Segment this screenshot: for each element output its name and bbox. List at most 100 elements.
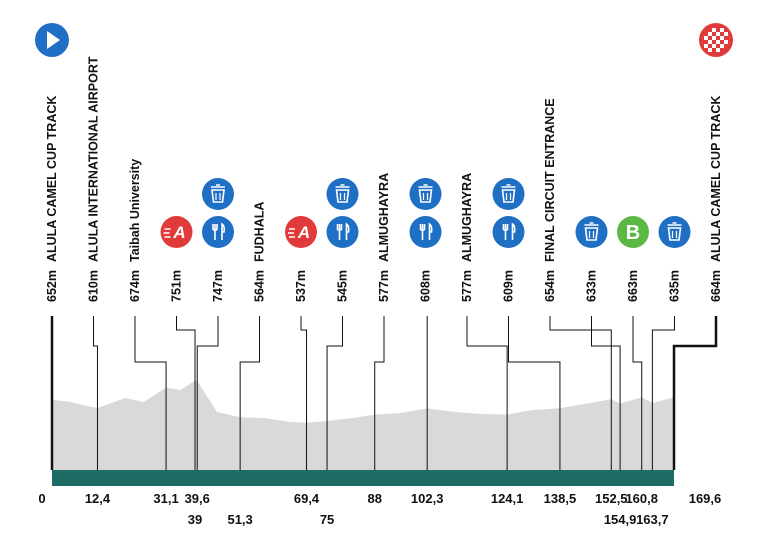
play-icon: [35, 23, 69, 57]
point-label-13: 633m: [585, 270, 599, 302]
km-label-13: 154,9: [604, 512, 637, 527]
altitude-label: 674m: [128, 270, 142, 302]
km-label-0: 0: [38, 491, 45, 506]
altitude-label: 564m: [253, 270, 267, 302]
sprint-a-icon: A: [285, 216, 317, 248]
altitude-label: 537m: [294, 270, 308, 302]
svg-text:A: A: [172, 223, 185, 242]
marker-line-7: [326, 316, 343, 470]
marker-line-14: [632, 316, 643, 470]
cutlery-icon: [492, 216, 525, 248]
km-label-1: 12,4: [85, 491, 111, 506]
cutlery-icon: [202, 216, 234, 248]
point-label-5: 564m FUDHALA: [253, 202, 267, 302]
trash-can-icon: [575, 216, 608, 248]
trash-can-icon: [409, 178, 442, 210]
marker-line-11: [508, 316, 561, 470]
point-label-3: 751m: [170, 270, 184, 302]
altitude-label: 610m: [87, 270, 101, 302]
km-label-15: 163,7: [636, 512, 669, 527]
km-label-8: 88: [368, 491, 382, 506]
marker-line-1: [93, 316, 98, 470]
place-name-label: ALULA CAMEL CUP TRACK: [45, 96, 59, 262]
km-label-6: 69,4: [294, 491, 320, 506]
km-labels-group: 0 12,4 31,1 39 39,6 51,3 69,475 88 102,3 124,1 138…: [38, 491, 721, 527]
altitude-label: 609m: [502, 270, 516, 302]
altitude-label: 654m: [543, 270, 557, 302]
altitude-label: 545m: [336, 270, 350, 302]
km-label-10: 124,1: [491, 491, 524, 506]
marker-line-3: [176, 316, 196, 470]
point-label-4: 747m: [211, 270, 225, 302]
trash-can-icon: [658, 216, 691, 248]
marker-line-6: [300, 316, 308, 470]
baseline-group: [52, 470, 674, 486]
km-label-11: 138,5: [544, 491, 577, 506]
altitude-label: 635m: [668, 270, 682, 302]
point-label-0: 652m ALULA CAMEL CUP TRACK: [45, 96, 59, 302]
point-label-6: 537m: [294, 270, 308, 302]
km-label-4: 39,6: [185, 491, 210, 506]
altitude-label: 664m: [709, 270, 723, 302]
point-label-8: 577m ALMUGHAYRA: [377, 173, 391, 302]
point-label-2: 674m Taibah University: [128, 159, 142, 302]
svg-text:A: A: [297, 223, 310, 242]
point-label-14: 663m: [626, 270, 640, 302]
marker-line-12: [549, 316, 612, 470]
marker-line-15: [651, 316, 675, 470]
vertical-labels-group: 652m ALULA CAMEL CUP TRACK 610m ALULA INTER…: [45, 56, 723, 302]
marker-line-8: [374, 316, 385, 470]
point-label-9: 608m: [419, 270, 433, 302]
trash-can-icon: [202, 178, 234, 210]
place-name-label: FINAL CIRCUIT ENTRANCE: [543, 98, 557, 262]
altitude-label: 577m: [377, 270, 391, 302]
altitude-label: 663m: [626, 270, 640, 302]
km-label-7: 75: [320, 512, 334, 527]
sprint-a-icon: A: [160, 216, 193, 248]
cutlery-icon: [409, 216, 442, 248]
checkered-flag-icon: [699, 23, 733, 57]
point-label-7: 545m: [336, 270, 350, 302]
trash-can-icon: [326, 178, 359, 210]
profile-area: [52, 380, 674, 470]
altitude-label: 608m: [419, 270, 433, 302]
altitude-label: 751m: [170, 270, 184, 302]
point-label-1: 610m ALULA INTERNATIONAL AIRPORT: [87, 56, 101, 302]
place-name-label: ALMUGHAYRA: [460, 173, 474, 262]
altitude-label: 633m: [585, 270, 599, 302]
trash-can-icon: [492, 178, 525, 210]
point-label-15: 635m: [668, 270, 682, 302]
altitude-label: 577m: [460, 270, 474, 302]
marker-line-13: [591, 316, 621, 470]
marker-lines-group: [50, 316, 718, 470]
marker-line-10: [466, 316, 508, 470]
altitude-label: 747m: [211, 270, 225, 302]
svg-text:B: B: [626, 222, 640, 244]
km-label-5: 51,3: [227, 512, 252, 527]
point-label-12: 654m FINAL CIRCUIT ENTRANCE: [543, 98, 557, 302]
marker-line-2: [134, 316, 167, 470]
profile-area-group: [52, 380, 674, 470]
place-name-label: FUDHALA: [253, 202, 267, 262]
point-label-11: 609m: [502, 270, 516, 302]
point-label-16: 664m ALULA CAMEL CUP TRACK: [709, 96, 723, 302]
place-name-label: Taibah University: [128, 159, 142, 262]
marker-line-4: [196, 316, 219, 470]
marker-line-5: [239, 316, 260, 470]
place-name-label: ALMUGHAYRA: [377, 173, 391, 262]
km-label-2: 31,1: [153, 491, 178, 506]
place-name-label: ALULA CAMEL CUP TRACK: [709, 96, 723, 262]
cutlery-icon: [326, 216, 359, 248]
baseline-bar: [52, 470, 674, 486]
km-label-14: 160,8: [625, 491, 658, 506]
km-label-12: 152,5: [595, 491, 628, 506]
km-label-3: 39: [188, 512, 202, 527]
marker-line-16: [672, 316, 718, 470]
km-label-9: 102,3: [411, 491, 444, 506]
place-name-label: ALULA INTERNATIONAL AIRPORT: [87, 56, 101, 262]
bonus-b-icon: B: [617, 216, 649, 248]
km-label-16: 169,6: [689, 491, 722, 506]
